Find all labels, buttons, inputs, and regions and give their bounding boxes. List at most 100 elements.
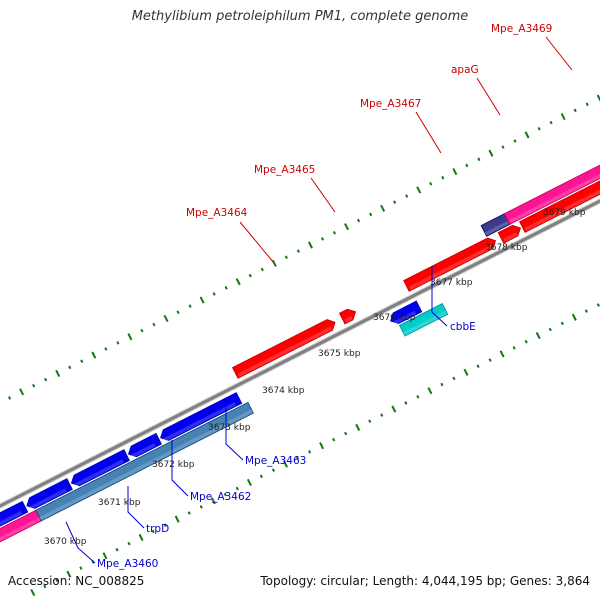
tick-mark bbox=[584, 309, 588, 313]
forward-gene-label: Mpe_A3465 bbox=[254, 164, 315, 176]
gene-cbbe bbox=[390, 300, 423, 324]
tick-mark bbox=[596, 303, 600, 307]
tick-mark bbox=[573, 108, 577, 113]
tick-mark bbox=[344, 223, 350, 231]
tick-mark bbox=[199, 505, 203, 509]
leader-line bbox=[127, 486, 145, 529]
tick-mark bbox=[271, 468, 276, 472]
accession-text: Accession: NC_008825 bbox=[8, 574, 145, 588]
tick-mark bbox=[271, 259, 277, 267]
tick-mark bbox=[548, 327, 552, 332]
tick-mark bbox=[427, 387, 433, 395]
gene-trpd-shine bbox=[29, 488, 67, 510]
tick-mark bbox=[416, 186, 422, 194]
tick-mark bbox=[571, 313, 577, 321]
tick-mark bbox=[80, 359, 84, 364]
tick-mark bbox=[585, 102, 589, 107]
tick-mark bbox=[102, 552, 108, 560]
scale-label: 3671 kbp bbox=[98, 498, 141, 508]
tick-mark bbox=[549, 120, 553, 125]
scale-label: 3673 kbp bbox=[208, 423, 251, 433]
tick-mark bbox=[163, 314, 169, 322]
tick-mark bbox=[524, 131, 530, 139]
leader-line bbox=[415, 111, 442, 154]
tick-mark bbox=[355, 423, 361, 431]
cds-reverse-block-shine bbox=[39, 409, 254, 521]
tick-mark bbox=[477, 157, 481, 162]
tick-mark bbox=[235, 486, 239, 491]
tick-mark bbox=[246, 478, 252, 487]
tick-mark bbox=[248, 273, 252, 278]
gene-mpe-a3462-b-shine bbox=[130, 443, 156, 459]
tick-mark bbox=[512, 346, 516, 350]
tick-mark bbox=[30, 588, 36, 597]
scale-label: 3674 kbp bbox=[262, 386, 305, 396]
tick-mark bbox=[380, 204, 386, 212]
tick-mark bbox=[187, 511, 191, 515]
tick-mark bbox=[260, 267, 264, 272]
leader-line bbox=[431, 266, 448, 327]
tick-mark bbox=[380, 413, 384, 417]
cds-mpe-a3460-shine bbox=[0, 517, 41, 542]
tick-mark bbox=[499, 350, 505, 358]
tick-mark bbox=[127, 541, 131, 546]
tick-mark bbox=[104, 347, 108, 351]
reverse-gene-label: trpD bbox=[146, 523, 169, 535]
gene-mpe-a3467 bbox=[403, 237, 497, 292]
cds-feature-ring bbox=[0, 164, 600, 543]
tick-mark bbox=[560, 321, 564, 326]
gene-feature-ring bbox=[0, 180, 600, 527]
scale-label: 3675 kbp bbox=[318, 349, 361, 359]
cds-cbbe bbox=[398, 303, 449, 337]
gene-mpe-a3465-shine bbox=[344, 316, 353, 323]
tick-mark bbox=[429, 182, 433, 186]
tick-mark bbox=[369, 212, 373, 217]
scale-label: 3672 kbp bbox=[152, 460, 195, 470]
gene-labels: Mpe_A3464 Mpe_A3465 Mpe_A3467 apaG Mpe_A3469… bbox=[65, 23, 573, 570]
gene-mpe-a3465 bbox=[338, 308, 357, 325]
backbone-group bbox=[0, 198, 600, 509]
gene-mpe-a3469-shine bbox=[524, 189, 600, 232]
leader-line bbox=[310, 177, 336, 213]
tick-mark bbox=[524, 339, 528, 344]
tick-mark bbox=[452, 168, 458, 176]
tick-mark bbox=[307, 241, 313, 249]
tick-mark bbox=[7, 396, 12, 400]
leader-line bbox=[476, 77, 501, 116]
tick-mark bbox=[283, 460, 288, 468]
tick-mark bbox=[465, 163, 469, 168]
tick-mark bbox=[391, 405, 397, 413]
tick-mark bbox=[596, 94, 600, 102]
gene-mpe-a3462-a bbox=[70, 449, 130, 487]
tick-mark bbox=[332, 230, 337, 235]
tick-mark bbox=[188, 304, 192, 308]
tick-mark bbox=[440, 382, 444, 387]
tick-mark bbox=[43, 584, 47, 589]
reverse-gene-label: Mpe_A3463 bbox=[245, 455, 306, 467]
tick-mark bbox=[441, 175, 445, 180]
tick-mark bbox=[212, 292, 216, 296]
gene-mpe-a3467-shine bbox=[408, 244, 493, 290]
scale-label: 3670 kbp bbox=[44, 537, 87, 547]
gene-mpe-a3463 bbox=[160, 392, 243, 441]
reverse-gene-label: Mpe_A3460 bbox=[97, 558, 158, 570]
backbone-line bbox=[0, 199, 600, 508]
tick-mark bbox=[393, 200, 397, 204]
cds-mpe-a3469 bbox=[503, 164, 600, 225]
gene-mpe-a3462-b bbox=[127, 432, 163, 458]
tick-mark bbox=[235, 278, 241, 286]
tick-mark bbox=[127, 333, 133, 341]
tick-mark bbox=[416, 394, 420, 399]
inner-tick-ring bbox=[30, 303, 600, 597]
tick-mark bbox=[405, 194, 409, 198]
tick-mark bbox=[295, 456, 300, 460]
tick-mark bbox=[176, 310, 180, 315]
forward-gene-label: apaG bbox=[451, 64, 479, 76]
tick-mark bbox=[404, 401, 408, 405]
tick-mark bbox=[223, 492, 227, 497]
tick-mark bbox=[463, 368, 469, 376]
tick-mark bbox=[307, 450, 312, 454]
tick-mark bbox=[476, 364, 480, 368]
tick-mark bbox=[44, 377, 48, 382]
